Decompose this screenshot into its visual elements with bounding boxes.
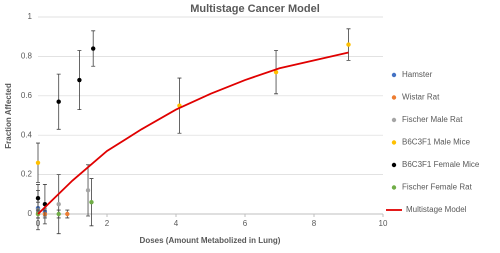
data-point — [77, 77, 82, 83]
legend-label: Wistar Rat — [402, 93, 440, 102]
y-tick-label: 0 — [28, 209, 33, 218]
legend-label: B6C3F1 Male Mice — [402, 138, 471, 147]
legend-swatch — [391, 72, 397, 78]
data-point — [65, 211, 70, 217]
data-point — [56, 201, 61, 207]
y-tick-label: 1 — [28, 12, 33, 21]
y-tick-label: 0.2 — [21, 170, 33, 179]
legend-label: Multistage Model — [406, 205, 467, 214]
y-tick-label: 0.6 — [21, 91, 33, 100]
x-tick-label: 6 — [243, 219, 248, 228]
x-tick-label: 4 — [174, 219, 179, 228]
data-point — [89, 199, 94, 205]
legend-label: Fischer Female Rat — [402, 183, 473, 192]
legend-swatch — [391, 140, 397, 145]
legend-label: B6C3F1 Female Mice — [402, 160, 480, 169]
legend-swatch — [391, 162, 397, 168]
data-point — [346, 42, 351, 47]
data-point — [85, 188, 91, 193]
x-tick-label: 10 — [379, 219, 388, 228]
y-axis-title: Fraction Affected — [4, 83, 13, 149]
y-tick-label: 0.8 — [21, 52, 33, 61]
data-point — [56, 211, 61, 217]
legend-swatch — [391, 117, 397, 123]
data-point — [91, 46, 96, 51]
x-tick-label: 8 — [312, 219, 317, 228]
chart-title: Multistage Cancer Model — [190, 3, 320, 15]
legend-label: Hamster — [402, 70, 433, 79]
x-axis-title: Doses (Amount Metabolized in Lung) — [140, 236, 281, 245]
legend-swatch — [391, 185, 397, 190]
legend-label: Fischer Male Rat — [402, 115, 463, 124]
data-point — [273, 69, 279, 75]
model-line — [37, 51, 349, 215]
y-tick-label: 0.4 — [21, 130, 33, 139]
legend-swatch — [391, 95, 397, 100]
x-tick-label: 2 — [105, 219, 110, 228]
data-point — [35, 160, 41, 165]
data-point — [56, 99, 61, 104]
data-point — [35, 196, 41, 201]
